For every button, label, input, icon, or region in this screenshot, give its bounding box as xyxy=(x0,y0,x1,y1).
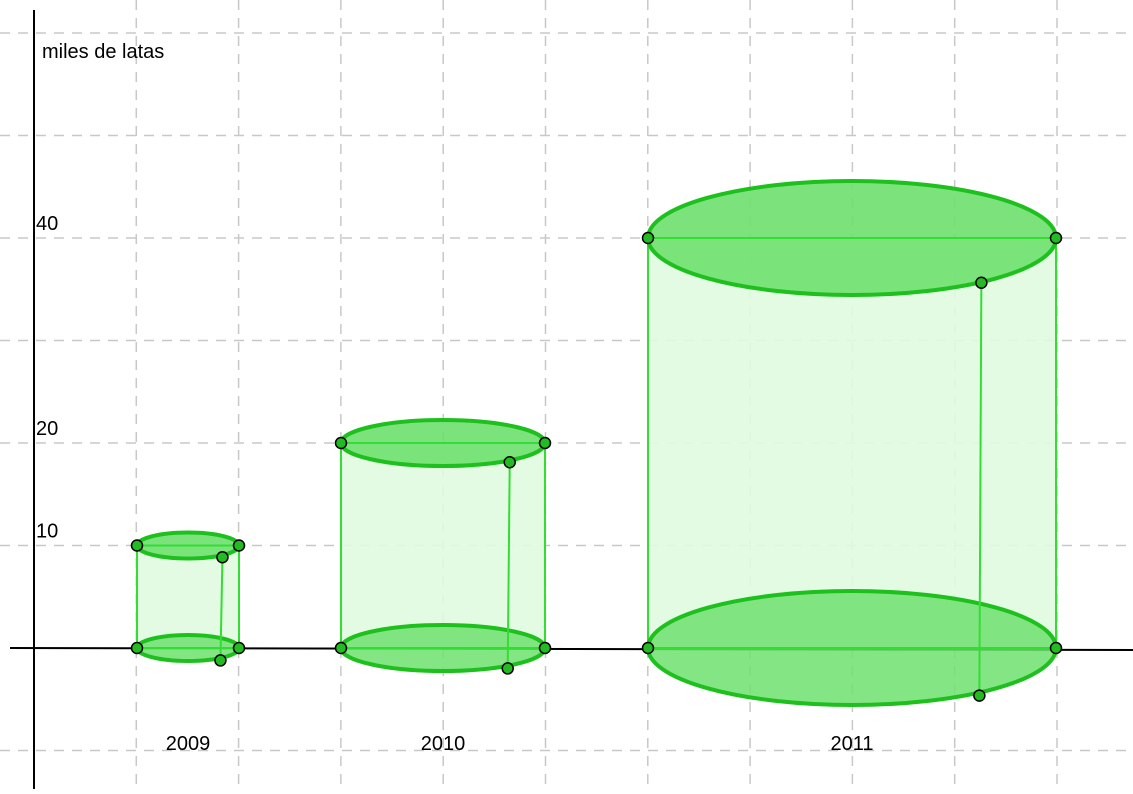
control-point xyxy=(1049,231,1063,245)
control-point xyxy=(641,641,655,655)
control-point xyxy=(503,456,516,469)
control-point xyxy=(641,231,655,245)
cylinder-body xyxy=(648,238,1056,648)
control-point xyxy=(975,276,988,289)
control-point xyxy=(334,641,348,655)
generatrix-line xyxy=(978,282,983,696)
control-point xyxy=(130,641,144,655)
cylinder-2009 xyxy=(130,530,246,667)
control-point xyxy=(232,539,246,552)
cylinder-2010 xyxy=(334,418,552,675)
control-point xyxy=(334,436,348,450)
control-point xyxy=(973,689,986,702)
generatrix-line xyxy=(506,462,511,669)
control-point xyxy=(232,641,246,655)
category-label: 2011 xyxy=(830,733,873,755)
control-point xyxy=(501,662,514,675)
y-axis-label: miles de latas xyxy=(42,41,164,63)
cylinder-body xyxy=(341,443,545,648)
control-point xyxy=(538,641,552,655)
category-label: 2010 xyxy=(421,733,466,755)
generatrix-line xyxy=(219,557,224,661)
control-point xyxy=(1049,641,1063,655)
cylinders xyxy=(130,179,1063,707)
cylinder-2011 xyxy=(641,179,1063,707)
y-tick-label: 40 xyxy=(36,213,58,235)
control-point xyxy=(214,654,227,667)
control-point xyxy=(538,436,552,450)
control-point xyxy=(216,551,229,564)
control-point xyxy=(130,539,144,552)
y-tick-label: 20 xyxy=(36,418,58,440)
category-label: 2009 xyxy=(166,733,211,755)
labels: miles de latas 10 20 40 2009 2010 2011 xyxy=(36,41,874,755)
y-tick-label: 10 xyxy=(36,521,58,543)
